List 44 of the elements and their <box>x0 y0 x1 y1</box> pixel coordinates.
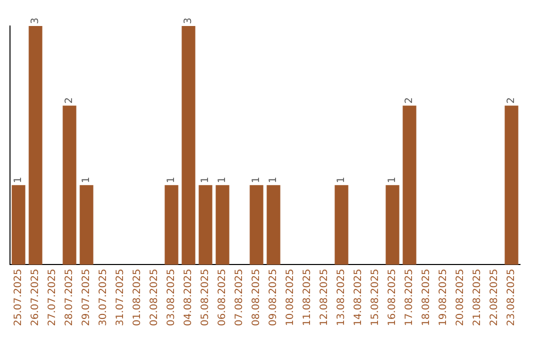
x-tick-label: 30.07.2025 <box>98 268 110 326</box>
data-label: 3 <box>183 18 194 24</box>
x-tick-label: 23.08.2025 <box>506 268 518 326</box>
data-label: 2 <box>404 97 416 104</box>
data-label: 1 <box>81 176 92 184</box>
x-tick-label: 20.08.2025 <box>455 268 466 326</box>
data-label: 1 <box>387 176 398 184</box>
data-label: 1 <box>336 176 348 184</box>
x-tick-label: 11.08.2025 <box>302 268 314 326</box>
x-tick-label: 08.08.2025 <box>251 268 262 326</box>
x-tick-label: 03.08.2025 <box>166 268 178 326</box>
x-tick-label: 15.08.2025 <box>370 268 382 326</box>
data-label: 1 <box>13 176 24 184</box>
x-tick-label: 09.08.2025 <box>268 268 280 326</box>
data-label: 2 <box>64 97 76 104</box>
x-tick-label: 22.08.2025 <box>489 268 500 326</box>
x-tick-label: 29.07.2025 <box>81 268 92 326</box>
x-tick-label: 26.07.2025 <box>30 268 42 326</box>
data-label: 1 <box>251 176 262 184</box>
x-tick-label: 12.08.2025 <box>319 268 330 326</box>
data-label: 1 <box>166 176 178 184</box>
x-tick-label: 01.08.2025 <box>132 268 144 326</box>
x-tick-label: 27.07.2025 <box>47 268 58 326</box>
x-tick-label: 25.07.2025 <box>13 268 24 326</box>
x-tick-label: 02.08.2025 <box>149 268 160 326</box>
x-tick-label: 16.08.2025 <box>387 268 398 326</box>
x-tick-label: 05.08.2025 <box>200 268 212 326</box>
data-label: 1 <box>217 176 228 184</box>
x-tick-label: 28.07.2025 <box>64 268 76 326</box>
x-tick-label: 19.08.2025 <box>438 268 450 326</box>
x-tick-label: 14.08.2025 <box>353 268 364 326</box>
x-tick-label: 07.08.2025 <box>234 268 246 326</box>
x-tick-label: 31.07.2025 <box>115 268 126 326</box>
data-label: 2 <box>506 97 518 104</box>
x-tick-label: 17.08.2025 <box>404 268 416 326</box>
x-tick-label: 04.08.2025 <box>183 268 194 326</box>
x-tick-label: 21.08.2025 <box>472 268 484 326</box>
x-tick-label: 10.08.2025 <box>285 268 296 326</box>
x-tick-label: 13.08.2025 <box>336 268 348 326</box>
data-label: 1 <box>268 176 280 184</box>
x-tick-label: 18.08.2025 <box>421 268 432 326</box>
data-label: 1 <box>200 176 212 184</box>
data-label: 3 <box>30 18 42 24</box>
x-tick-label: 06.08.2025 <box>217 268 228 326</box>
